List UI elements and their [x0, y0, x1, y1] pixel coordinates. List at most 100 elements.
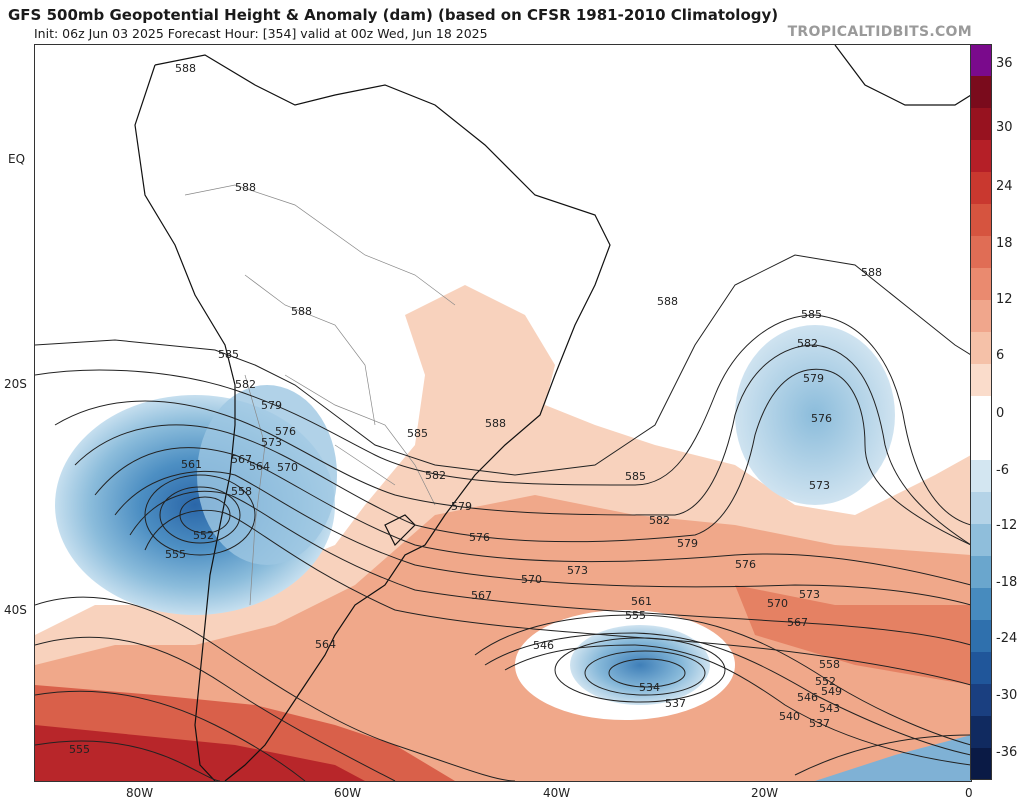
lon-label-80w: 80W	[126, 786, 154, 800]
contour-label: 582	[797, 337, 818, 350]
colorbar-segment	[970, 524, 992, 557]
contour-label: 585	[407, 427, 428, 440]
contour-label: 579	[261, 399, 282, 412]
colorbar-segment	[970, 364, 992, 397]
colorbar-segment	[970, 204, 992, 237]
contour-label: 588	[235, 181, 256, 194]
contour-label: 552	[193, 529, 214, 542]
contour-label: 576	[469, 531, 490, 544]
contour-label: 579	[803, 372, 824, 385]
colorbar-segment	[970, 332, 992, 365]
colorbar-label: 24	[996, 179, 1013, 194]
colorbar-segment	[970, 76, 992, 109]
contour-label: 546	[797, 691, 818, 704]
colorbar-label: -6	[996, 463, 1009, 478]
forecast-info: Init: 06z Jun 03 2025 Forecast Hour: [35…	[34, 26, 488, 41]
colorbar-segment	[970, 300, 992, 333]
contour-label: 585	[218, 348, 239, 361]
contour-label: 558	[231, 485, 252, 498]
contour-label: 588	[485, 417, 506, 430]
contour-label: 588	[175, 62, 196, 75]
contour-label: 549	[821, 685, 842, 698]
colorbar-segment	[970, 172, 992, 205]
contour-label: 570	[277, 461, 298, 474]
contour-label: 585	[625, 470, 646, 483]
contour-label: 555	[625, 609, 646, 622]
lat-label-40s: 40S	[4, 603, 27, 617]
colorbar-label: -12	[996, 518, 1018, 533]
contour-label: 573	[567, 564, 588, 577]
contour-label: 570	[521, 573, 542, 586]
contour-label: 585	[801, 308, 822, 321]
contour-label: 567	[231, 453, 252, 466]
colorbar-segment	[970, 684, 992, 717]
lon-label-40w: 40W	[543, 786, 571, 800]
colorbar-segment	[970, 108, 992, 141]
colorbar-segment	[970, 492, 992, 525]
colorbar-label: 18	[996, 236, 1013, 251]
map-panel: 588 588 588 588 588 588 585 585 585 585 …	[34, 44, 972, 782]
brand-watermark[interactable]: TROPICALTIDBITS.COM	[787, 24, 972, 40]
colorbar-segment	[970, 140, 992, 173]
contour-label: 588	[657, 295, 678, 308]
colorbar-segment	[970, 236, 992, 269]
colorbar-segment	[970, 44, 992, 77]
contour-label: 567	[787, 616, 808, 629]
contour-label: 570	[767, 597, 788, 610]
colorbar-segment	[970, 460, 992, 493]
country-borders	[184, 184, 456, 606]
colorbar-label: 36	[996, 56, 1013, 71]
contour-label: 546	[533, 639, 554, 652]
contour-label: 588	[291, 305, 312, 318]
contour-label: 573	[261, 436, 282, 449]
contour-label: 567	[471, 589, 492, 602]
contour-label: 573	[809, 479, 830, 492]
contour-label: 576	[735, 558, 756, 571]
contour-label: 564	[249, 460, 270, 473]
colorbar-segment	[970, 556, 992, 589]
contour-label: 558	[819, 658, 840, 671]
contour-label: 579	[451, 500, 472, 513]
contour-label: 555	[165, 548, 186, 561]
contour-label: 588	[861, 266, 882, 279]
contour-label: 573	[799, 588, 820, 601]
colorbar-label: 0	[996, 406, 1005, 421]
colorbar-label: 12	[996, 292, 1013, 307]
contour-label: 555	[69, 743, 90, 756]
colorbar-segment	[970, 396, 992, 429]
contour-label: 537	[809, 717, 830, 730]
lon-label-0: 0	[965, 786, 973, 800]
lon-label-20w: 20W	[751, 786, 779, 800]
colorbar-segment	[970, 748, 992, 780]
colorbar-segment	[970, 620, 992, 653]
colorbar-segment	[970, 588, 992, 621]
contour-label: 579	[677, 537, 698, 550]
contour-label: 576	[811, 412, 832, 425]
colorbar-segment	[970, 652, 992, 685]
lat-label-20s: 20S	[4, 377, 27, 391]
colorbar-segment	[970, 716, 992, 749]
colorbar-border	[970, 44, 992, 780]
colorbar-segment	[970, 268, 992, 301]
contour-label: 543	[819, 702, 840, 715]
map-title: GFS 500mb Geopotential Height & Anomaly …	[8, 6, 779, 24]
map-canvas: 588 588 588 588 588 588 585 585 585 585 …	[35, 45, 971, 781]
contour-label: 582	[235, 378, 256, 391]
contour-label: 561	[631, 595, 652, 608]
contour-label: 564	[315, 638, 336, 651]
colorbar-label: 6	[996, 348, 1005, 363]
contour-value-labels: 588 588 588 588 588 588 585 585 585 585 …	[69, 62, 882, 756]
anomaly-colorbar	[970, 44, 992, 780]
colorbar-segment	[970, 428, 992, 461]
contour-label: 576	[275, 425, 296, 438]
colorbar-label: -24	[996, 631, 1018, 646]
colorbar-label: -30	[996, 688, 1018, 703]
contour-label: 537	[665, 697, 686, 710]
contour-label: 552	[815, 675, 836, 688]
contour-label: 561	[181, 458, 202, 471]
height-contours	[35, 254, 971, 781]
contour-label: 582	[425, 469, 446, 482]
colorbar-label: -36	[996, 745, 1018, 760]
contour-label: 582	[649, 514, 670, 527]
colorbar-label: 30	[996, 120, 1013, 135]
